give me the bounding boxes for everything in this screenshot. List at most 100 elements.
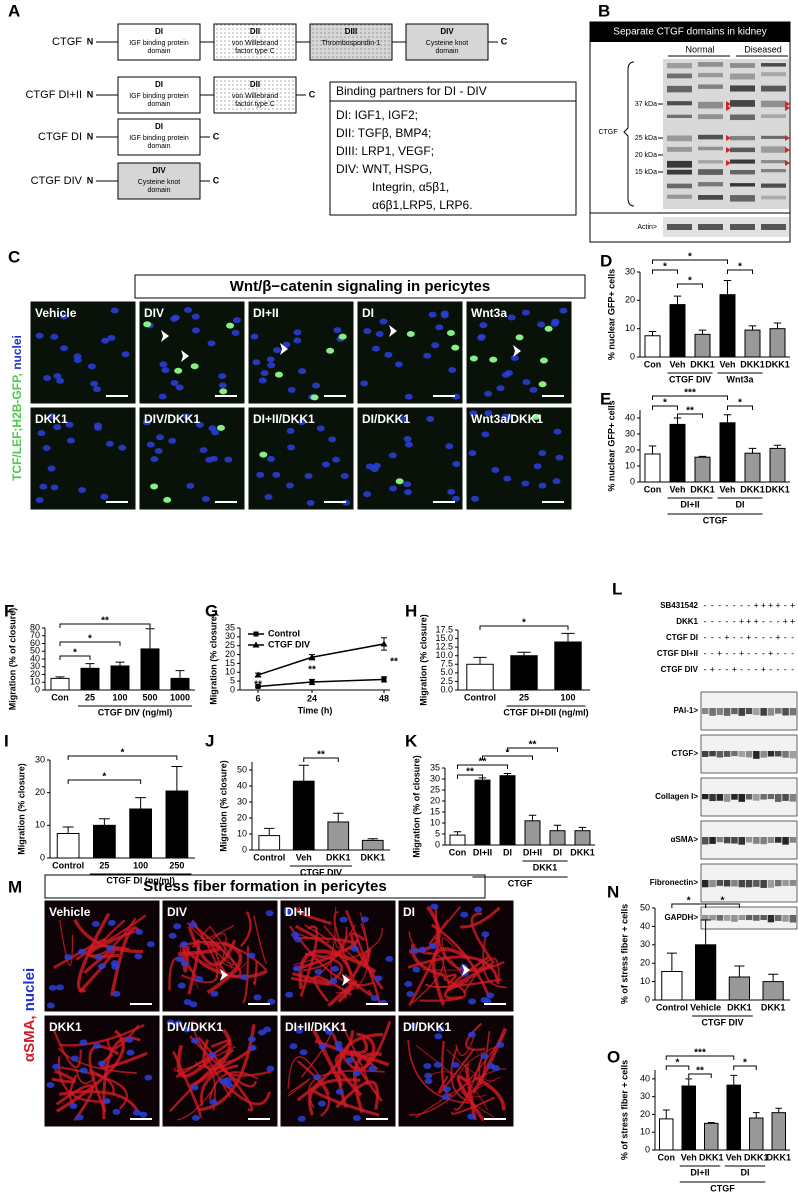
blot-band — [667, 169, 692, 175]
condition-mark: - — [718, 600, 721, 610]
gfp-nucleus — [174, 367, 183, 374]
blot-band — [767, 751, 775, 757]
nucleus — [209, 1098, 218, 1105]
blot-band — [667, 224, 692, 230]
gfp-nucleus — [469, 355, 478, 362]
bar — [140, 648, 160, 691]
nucleus — [156, 434, 165, 441]
group-label: CTGF — [710, 1183, 735, 1193]
bar — [466, 663, 494, 691]
condition-mark: - — [725, 616, 728, 626]
condition-mark: - — [777, 664, 780, 674]
error-bar — [175, 670, 185, 679]
nucleus — [325, 1029, 334, 1036]
nucleus — [267, 456, 276, 463]
nucleus — [352, 1115, 361, 1122]
domain-desc: factor type C — [235, 48, 275, 55]
y-tick-label: 30 — [35, 754, 45, 764]
error-bar — [698, 329, 707, 335]
y-tick-label: 2.5 — [440, 676, 453, 686]
nucleus — [553, 428, 562, 435]
x-tick-label: Control — [656, 1002, 688, 1012]
nucleus — [170, 315, 179, 322]
group-label: Wnt3a — [727, 374, 755, 384]
condition-mark: + — [739, 616, 744, 626]
arrowhead — [726, 101, 731, 107]
y-tick-label: 40 — [237, 780, 247, 790]
x-tick-label: DKK1 — [727, 1002, 752, 1012]
condition-mark: - — [718, 616, 721, 626]
condition-mark: - — [762, 648, 765, 658]
partner-line: α6β1,LRP5, LRP6. — [372, 198, 473, 212]
blot-band — [698, 72, 723, 78]
nucleus — [370, 995, 379, 1002]
nucleus — [69, 1103, 78, 1110]
micrograph — [29, 300, 137, 405]
title-box — [44, 874, 486, 899]
significance-label: * — [738, 398, 742, 409]
bar — [80, 667, 100, 691]
blot-band — [761, 135, 786, 139]
blot-band — [698, 114, 723, 120]
nucleus — [144, 1074, 153, 1081]
nucleus — [334, 1041, 343, 1048]
blot-band — [730, 169, 755, 175]
nucleus — [496, 1041, 505, 1048]
group-label: CTGF — [703, 515, 728, 525]
nucleus — [273, 347, 282, 354]
error-bar — [473, 656, 487, 665]
legend-label: Control — [268, 628, 300, 638]
stress-fiber — [169, 1049, 235, 1113]
nucleus — [510, 354, 519, 361]
blot-band — [730, 195, 755, 202]
significance-label: * — [688, 252, 692, 263]
y-tick-label: 10 — [640, 1127, 650, 1137]
error-bar — [528, 814, 537, 821]
marker — [380, 640, 388, 647]
nucleus — [90, 380, 99, 387]
error-bar — [662, 1109, 670, 1119]
domain-desc: Cysteine knot — [426, 40, 468, 47]
domain-box — [117, 118, 201, 156]
stress-fiber — [173, 1045, 236, 1072]
significance-bracket — [677, 283, 703, 288]
stress-fiber — [465, 1022, 486, 1051]
y-tick-label: 20 — [237, 812, 247, 822]
blot-band — [760, 751, 767, 758]
nucleus — [126, 1049, 135, 1056]
nucleus — [266, 356, 275, 363]
y-tick-label: 10 — [35, 820, 45, 830]
blot-band — [789, 915, 797, 923]
error-bar — [561, 632, 575, 642]
bar — [681, 1085, 696, 1151]
x-tick-label: 25 — [519, 692, 529, 702]
stress-fiber — [408, 937, 440, 1007]
y-tick-label: 10 — [640, 976, 650, 986]
c-terminus: C — [309, 89, 316, 99]
nucleus — [316, 425, 325, 432]
significance-bracket — [479, 625, 569, 630]
y-tick-label: 30 — [430, 773, 440, 783]
nucleus — [448, 367, 457, 374]
condition-mark: - — [704, 664, 707, 674]
stain-label: αSMA, nuclei — [21, 968, 38, 1062]
image-label: DI/DKK1 — [403, 1020, 451, 1034]
marker — [308, 653, 316, 660]
significance-bracket — [705, 903, 740, 908]
nucleus — [110, 307, 119, 314]
bar — [719, 294, 736, 358]
gfp-nucleus — [163, 496, 172, 503]
stress-fiber — [52, 1028, 82, 1069]
condition-mark: - — [755, 664, 758, 674]
y-tick-label: 60 — [30, 638, 40, 648]
stress-fiber — [187, 939, 201, 995]
n-terminus: N — [87, 89, 94, 99]
micrograph — [247, 300, 355, 405]
domain-box — [117, 162, 201, 200]
significance-bracket — [59, 641, 121, 646]
blot-band — [731, 880, 738, 887]
error-bar — [298, 764, 309, 782]
nucleus — [469, 410, 478, 417]
bar — [165, 790, 189, 859]
error-bar — [707, 1121, 715, 1124]
